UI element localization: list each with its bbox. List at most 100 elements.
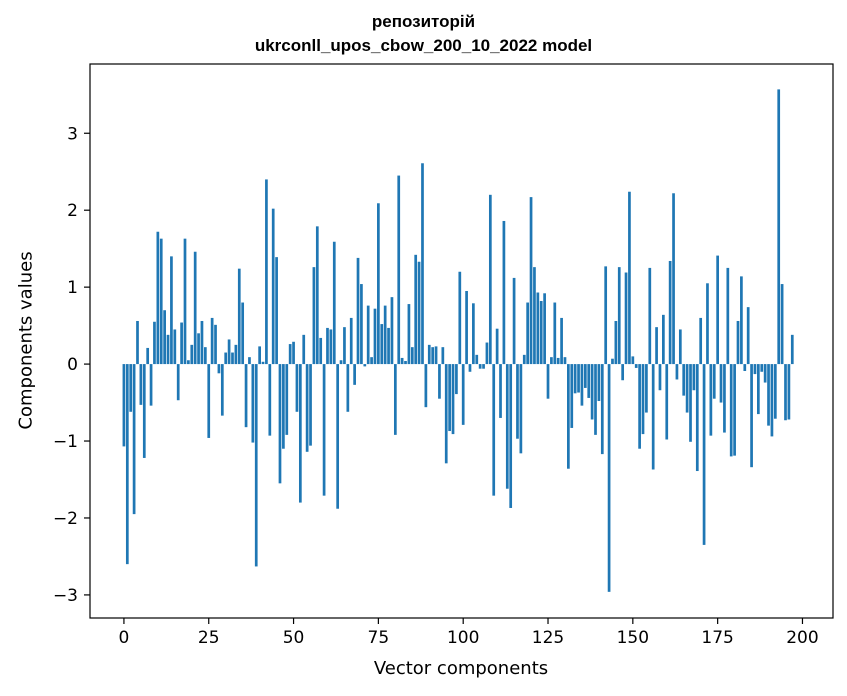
bar-143 bbox=[607, 364, 611, 592]
plot-area-frame bbox=[89, 63, 834, 619]
bar-188 bbox=[760, 364, 764, 372]
x-tick-label: 125 bbox=[532, 628, 564, 648]
bar-115 bbox=[512, 277, 516, 365]
bar-80 bbox=[393, 364, 397, 435]
bar-161 bbox=[668, 260, 672, 365]
bar-118 bbox=[522, 354, 526, 365]
bar-42 bbox=[265, 179, 268, 365]
y-tick-label: −1 bbox=[53, 432, 78, 452]
bar-173 bbox=[709, 364, 713, 436]
bar-3 bbox=[132, 364, 136, 515]
bar-19 bbox=[187, 360, 190, 365]
bar-165 bbox=[682, 364, 686, 396]
bar-150 bbox=[631, 356, 635, 365]
y-tick-label: 0 bbox=[67, 355, 78, 375]
bar-146 bbox=[617, 267, 621, 365]
bar-55 bbox=[309, 364, 312, 446]
bar-125 bbox=[546, 364, 550, 399]
bar-70 bbox=[360, 284, 363, 365]
bar-56 bbox=[312, 267, 316, 365]
bar-166 bbox=[685, 364, 689, 413]
bar-72 bbox=[366, 305, 370, 365]
bar-91 bbox=[431, 347, 435, 365]
bar-68 bbox=[353, 364, 356, 385]
bar-85 bbox=[410, 347, 414, 365]
y-axis-label: Components values bbox=[15, 251, 37, 430]
bar-1 bbox=[125, 364, 129, 565]
bar-83 bbox=[404, 361, 407, 365]
bar-138 bbox=[590, 364, 594, 420]
bar-101 bbox=[465, 290, 468, 365]
x-tick-label: 0 bbox=[119, 628, 130, 648]
bar-16 bbox=[176, 364, 180, 401]
bar-64 bbox=[339, 360, 343, 365]
bar-89 bbox=[424, 364, 428, 408]
bar-33 bbox=[234, 344, 238, 365]
bar-104 bbox=[475, 354, 479, 365]
bar-192 bbox=[773, 364, 777, 419]
bar-95 bbox=[444, 364, 448, 464]
bar-168 bbox=[692, 364, 696, 391]
bar-49 bbox=[288, 344, 292, 365]
bar-180 bbox=[733, 364, 736, 456]
bar-58 bbox=[319, 337, 323, 365]
bar-98 bbox=[455, 364, 458, 395]
x-tick-label: 100 bbox=[447, 628, 479, 648]
bar-25 bbox=[207, 364, 211, 438]
bar-152 bbox=[638, 364, 641, 449]
bar-88 bbox=[421, 163, 424, 365]
bar-75 bbox=[377, 203, 380, 365]
bar-87 bbox=[417, 261, 421, 365]
bar-124 bbox=[543, 293, 546, 365]
bar-59 bbox=[322, 364, 326, 496]
bar-57 bbox=[315, 226, 319, 365]
bar-14 bbox=[170, 256, 173, 365]
bar-7 bbox=[146, 347, 150, 365]
bar-79 bbox=[390, 297, 394, 365]
bar-144 bbox=[611, 358, 614, 365]
bar-9 bbox=[153, 321, 156, 365]
bar-67 bbox=[349, 317, 353, 365]
bar-22 bbox=[197, 333, 200, 365]
bar-32 bbox=[231, 352, 234, 365]
bar-179 bbox=[729, 364, 733, 457]
bar-63 bbox=[336, 364, 340, 509]
bar-30 bbox=[224, 352, 228, 365]
bar-35 bbox=[241, 302, 245, 365]
bar-100 bbox=[461, 364, 465, 425]
bar-27 bbox=[214, 324, 217, 365]
bar-149 bbox=[628, 191, 631, 365]
bar-38 bbox=[251, 364, 255, 443]
bar-93 bbox=[438, 364, 441, 399]
bar-34 bbox=[237, 268, 241, 365]
bar-193 bbox=[777, 89, 781, 365]
bar-148 bbox=[624, 272, 628, 365]
bar-53 bbox=[302, 334, 306, 365]
y-tick-label: 2 bbox=[67, 201, 78, 221]
bar-23 bbox=[200, 320, 204, 365]
bar-10 bbox=[156, 231, 160, 365]
bar-50 bbox=[292, 341, 295, 365]
bar-36 bbox=[244, 364, 248, 428]
bar-41 bbox=[261, 361, 265, 365]
y-tick-label: 3 bbox=[67, 124, 78, 144]
bar-153 bbox=[641, 364, 645, 435]
y-axis: −3 −2 −1 0 1 2 3 bbox=[53, 124, 90, 606]
bar-151 bbox=[634, 364, 638, 368]
bar-series bbox=[122, 89, 794, 592]
bar-69 bbox=[356, 257, 360, 365]
bar-136 bbox=[583, 364, 587, 388]
bar-154 bbox=[645, 364, 648, 413]
bar-137 bbox=[587, 364, 591, 398]
x-tick-label: 50 bbox=[283, 628, 305, 648]
bar-121 bbox=[533, 267, 536, 365]
chart-title-line-1: репозиторій bbox=[371, 12, 476, 31]
bar-158 bbox=[658, 364, 662, 391]
bar-43 bbox=[268, 364, 272, 436]
bar-48 bbox=[285, 364, 289, 435]
bar-52 bbox=[298, 364, 302, 503]
bar-62 bbox=[332, 241, 336, 365]
bar-51 bbox=[295, 364, 299, 412]
bar-184 bbox=[746, 307, 750, 365]
